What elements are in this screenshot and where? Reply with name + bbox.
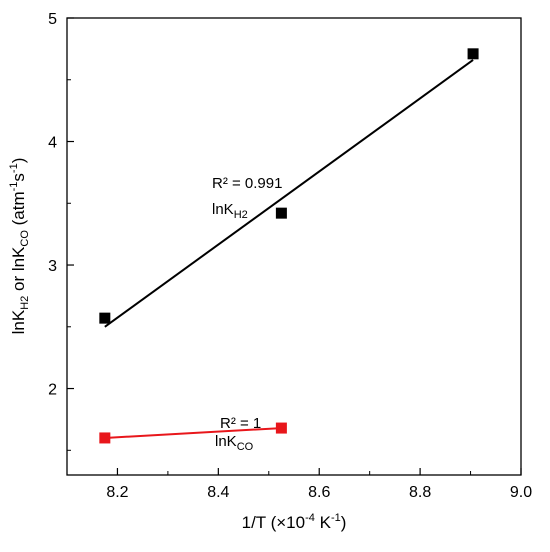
annotation-series-co: lnKCO (215, 433, 254, 453)
annotation-series-co-sub: CO (237, 441, 254, 453)
y-axis-title-e: ) (9, 158, 28, 164)
y-axis-title-d: s (9, 173, 28, 182)
annotation-series-h2-sub: H2 (234, 209, 248, 221)
y-axis-title-c-sup: -1 (8, 182, 20, 192)
y-tick-label: 4 (48, 135, 57, 152)
data-point-0-1 (275, 207, 287, 219)
y-axis-title: lnKH2 or lnKCO (atm-1s-1) (8, 158, 31, 335)
x-tick-label: 8.4 (207, 484, 229, 501)
annotation-series-h2-name: lnK (212, 201, 234, 218)
x-tick-label: 9.0 (510, 484, 532, 501)
y-axis-title-d-sup: -1 (8, 163, 20, 173)
x-axis-title: 1/T (×10-4 K-1) (242, 512, 347, 532)
annotation-series-co-name: lnK (215, 433, 237, 450)
y-axis-title-a: lnK (9, 309, 28, 334)
y-axis-title-a-sub: H2 (19, 296, 31, 310)
y-axis-title-b: or lnK (9, 246, 28, 296)
x-tick-label: 8.2 (106, 484, 128, 501)
y-tick-label: 5 (48, 11, 57, 28)
annotation-r2-h2: R² = 0.991 (212, 175, 282, 192)
x-tick-label: 8.6 (308, 484, 330, 501)
x-axis-title-unit-exp: -1 (331, 512, 341, 524)
fit-line-1 (104, 427, 282, 439)
x-axis-title-close: ) (341, 513, 347, 532)
fit-lines (104, 59, 474, 439)
data-points (99, 48, 479, 444)
plot-frame (66, 17, 522, 476)
fit-line-0 (104, 59, 474, 328)
data-point-0-0 (99, 312, 111, 324)
y-axis-title-c: (atm (9, 191, 28, 230)
data-point-1-0 (99, 432, 111, 444)
x-axis-title-main: 1/T (×10 (242, 513, 305, 532)
y-tick-label: 2 (48, 382, 57, 399)
y-tick-label: 3 (48, 258, 57, 275)
axis-ticks: 8.2 8.4 8.6 8.8 9.0 2 3 4 5 (48, 11, 532, 501)
x-axis-title-exp: -4 (305, 512, 315, 524)
annotation-r2-co: R² = 1 (220, 415, 261, 432)
y-axis-title-b-sub: CO (19, 230, 31, 247)
x-axis-title-unit: K (315, 513, 332, 532)
data-point-0-2 (467, 48, 479, 60)
annotation-series-h2: lnKH2 (212, 201, 248, 221)
x-tick-label: 8.8 (409, 484, 431, 501)
data-point-1-1 (275, 422, 287, 434)
